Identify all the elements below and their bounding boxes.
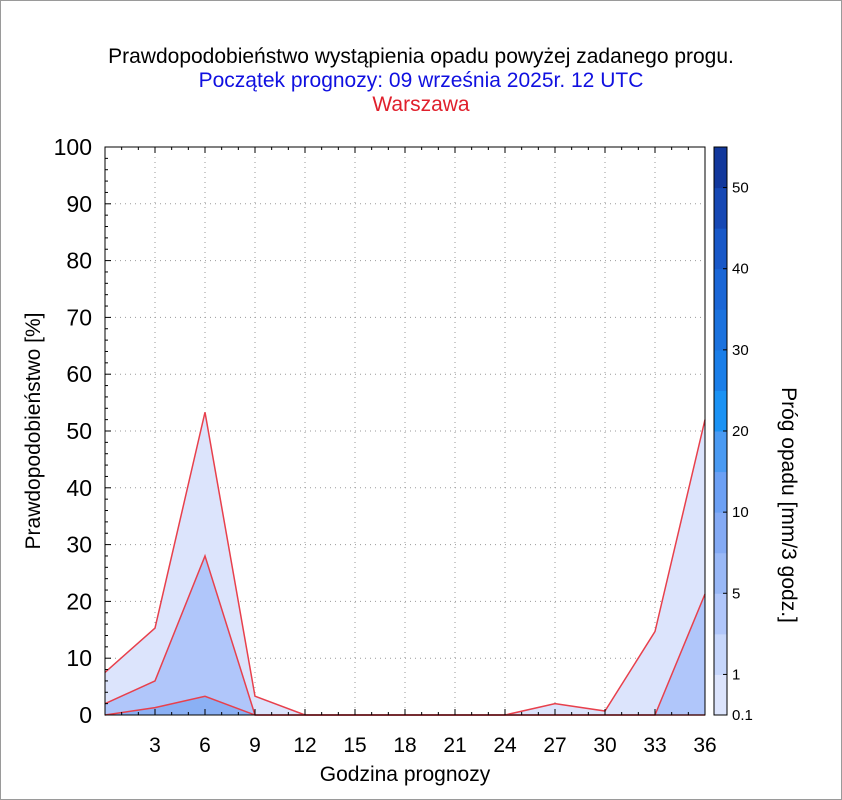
y-tick-label: 70 [66,304,92,330]
y-tick-label: 20 [66,588,92,614]
x-tick-label: 33 [643,734,666,757]
colorbar [713,146,728,716]
colorbar-segment [714,390,727,432]
colorbar-segment [714,309,727,351]
colorbar-tick-label: 20 [732,423,749,440]
colorbar-title: Próg opadu [mm/3 godz.] [777,387,800,623]
colorbar-segment [714,593,727,635]
x-tick-label: 27 [543,734,566,757]
x-tick-label: 21 [443,734,466,757]
colorbar-labels: 0.1 1 5 10 20 30 40 50 [723,180,753,724]
y-tick-label: 0 [79,702,92,728]
y-tick-labels: 0 10 20 30 40 50 60 70 80 90 100 [54,134,92,728]
chart-subtitle: Początek prognozy: 09 września 2025r. 12… [198,69,644,92]
y-tick-label: 50 [66,418,92,444]
plot-areas [105,412,705,715]
x-tick-label: 15 [343,734,366,757]
plot-ticks [104,146,706,716]
chart-title: Prawdopodobieństwo wystąpienia opadu pow… [108,45,734,68]
colorbar-segment [714,147,727,189]
colorbar-segment [714,349,727,391]
x-tick-labels: 3 6 9 12 15 18 21 24 27 30 33 36 [149,734,717,757]
x-tick-label: 24 [493,734,517,757]
colorbar-segment [714,633,727,675]
colorbar-tick-label: 50 [732,180,749,197]
y-tick-label: 60 [66,361,92,387]
y-tick-label: 30 [66,532,92,558]
x-tick-label: 18 [393,734,416,757]
x-tick-label: 30 [593,734,616,757]
y-tick-label: 90 [66,191,92,217]
y-axis-title: Prawdopodobieństwo [%] [22,313,45,550]
colorbar-segment [714,431,727,473]
y-tick-label: 80 [66,248,92,274]
colorbar-segment [714,268,727,310]
colorbar-segment [714,674,727,716]
x-axis-title: Godzina prognozy [320,763,491,786]
y-tick-label: 40 [66,475,92,501]
chart-location: Warszawa [372,93,470,116]
y-tick-label: 10 [66,645,92,671]
colorbar-tick-label: 10 [732,504,749,521]
colorbar-segment [714,187,727,229]
colorbar-segment [714,552,727,594]
area-threshold-5 [105,696,705,715]
x-tick-label: 12 [293,734,316,757]
colorbar-tick-label: 30 [732,342,749,359]
x-tick-label: 6 [199,734,211,757]
y-tick-label: 100 [54,134,92,160]
colorbar-tick-label: 40 [732,261,749,278]
colorbar-tick-label: 1 [732,666,740,683]
colorbar-tick-label: 5 [732,585,740,602]
x-tick-label: 36 [693,734,716,757]
colorbar-segment [714,228,727,270]
x-tick-label: 9 [249,734,261,757]
x-tick-label: 3 [149,734,161,757]
colorbar-segment [714,471,727,513]
colorbar-tick-label: 0.1 [732,707,753,724]
colorbar-segment [714,512,727,554]
area-threshold-1 [105,555,705,715]
